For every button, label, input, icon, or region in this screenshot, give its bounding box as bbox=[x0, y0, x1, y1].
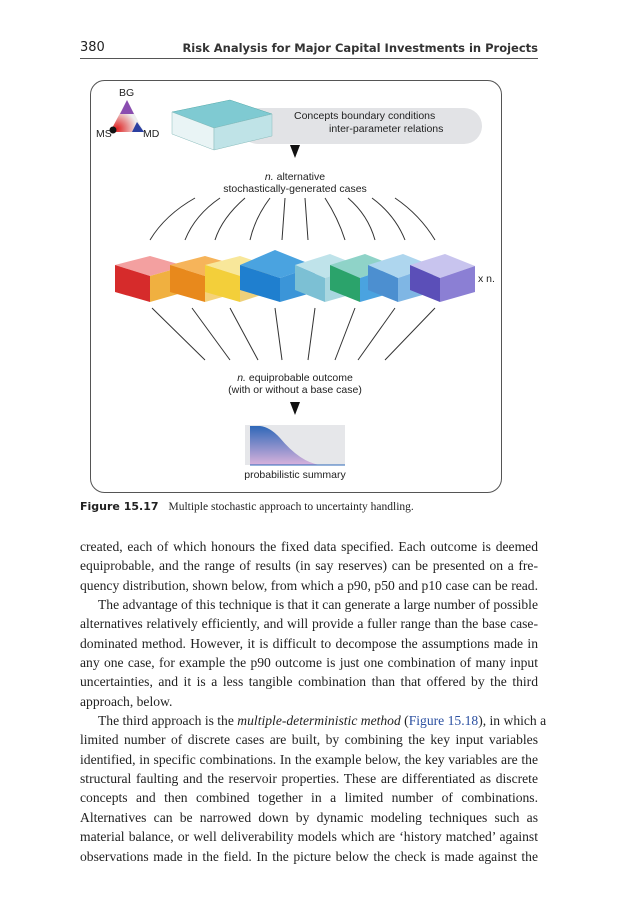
text-run: The third approach is the bbox=[98, 713, 238, 729]
fan-in-arrows bbox=[149, 197, 436, 241]
body-text: created, each of which honours the fixed… bbox=[80, 537, 546, 866]
caption-text: Multiple stochastic approach to uncertai… bbox=[168, 501, 414, 513]
text-line: Alternatives can be narrowed down by dyn… bbox=[80, 809, 538, 825]
arrow-down-icon bbox=[290, 145, 300, 158]
text-line: The third approach is the multiple-deter… bbox=[80, 711, 546, 730]
concepts-text-2: inter-parameter relations bbox=[329, 123, 444, 135]
n-symbol: n. bbox=[237, 372, 246, 384]
text-line: concepts and then combined together in a… bbox=[80, 790, 538, 806]
page-number: 380 bbox=[80, 40, 105, 55]
summary-curve bbox=[250, 426, 320, 465]
ternary-point bbox=[109, 126, 117, 134]
figure-caption: Figure 15.17 Multiple stochastic approach… bbox=[80, 500, 414, 513]
figure-reference-link[interactable]: Figure 15.18 bbox=[408, 713, 479, 729]
text-line: identified, in specific combinations. In… bbox=[80, 751, 538, 767]
text-line: created, each of which honours the fixed… bbox=[80, 539, 538, 554]
text-line: alternatives relatively efficiently, and… bbox=[80, 616, 538, 632]
multiplier-label: x n. bbox=[478, 273, 495, 285]
text-line: approach, below. bbox=[80, 693, 173, 709]
arrow-down-icon bbox=[290, 402, 300, 415]
caption-label: Figure 15.17 bbox=[80, 500, 159, 513]
figure-graphic bbox=[90, 80, 502, 493]
text-line: observations made in the field. In the p… bbox=[80, 848, 538, 864]
step1-label: n. alternative stochastically-generated c… bbox=[195, 171, 395, 195]
text-line: equiprobable, and the range of results (… bbox=[80, 558, 538, 574]
ternary-label-md: MD bbox=[143, 128, 160, 140]
text-run: ( bbox=[400, 713, 409, 729]
text-line: uncertainties, and it is a less tangible… bbox=[80, 674, 538, 690]
concepts-box bbox=[240, 108, 482, 144]
realization-cubes bbox=[115, 250, 475, 302]
running-header: 380 Risk Analysis for Major Capital Inve… bbox=[80, 40, 538, 59]
text-line: The advantage of this technique is that … bbox=[98, 597, 538, 613]
text-line: dominated method. However, it is difficu… bbox=[80, 635, 538, 651]
figure: BG MS MD Concepts boundary conditions in… bbox=[90, 80, 502, 493]
text-line: any one case, for example the p90 outcom… bbox=[80, 655, 538, 671]
text-run: ), in which a bbox=[478, 713, 547, 729]
text-line: material balance, or well deliverability… bbox=[80, 829, 538, 845]
running-title: Risk Analysis for Major Capital Investme… bbox=[182, 41, 538, 55]
step1-line2: stochastically-generated cases bbox=[223, 183, 367, 195]
ternary-triangle bbox=[110, 100, 144, 132]
ternary-label-ms: MS bbox=[96, 128, 112, 140]
summary-label: probabilistic summary bbox=[244, 469, 346, 481]
fan-out-arrows bbox=[151, 307, 436, 361]
ternary-label-bg: BG bbox=[119, 87, 135, 99]
text-line: limited number of discrete cases are bui… bbox=[80, 732, 538, 748]
step2-line2: (with or without a base case) bbox=[228, 384, 362, 396]
step2-line1: equiprobable outcome bbox=[245, 372, 353, 384]
concepts-text-1: Concepts boundary conditions bbox=[294, 110, 436, 122]
emphasis-term: multiple-deterministic method bbox=[237, 713, 401, 729]
step2-label: n. equiprobable outcome (with or without … bbox=[195, 372, 395, 396]
n-symbol: n. bbox=[264, 171, 274, 183]
base-grid-cube bbox=[171, 99, 273, 151]
step1-line1: alternative bbox=[273, 171, 326, 183]
text-line: structural faulting and the reservoir pr… bbox=[80, 771, 538, 787]
text-line: quency distribution, shown below, from w… bbox=[80, 577, 538, 593]
